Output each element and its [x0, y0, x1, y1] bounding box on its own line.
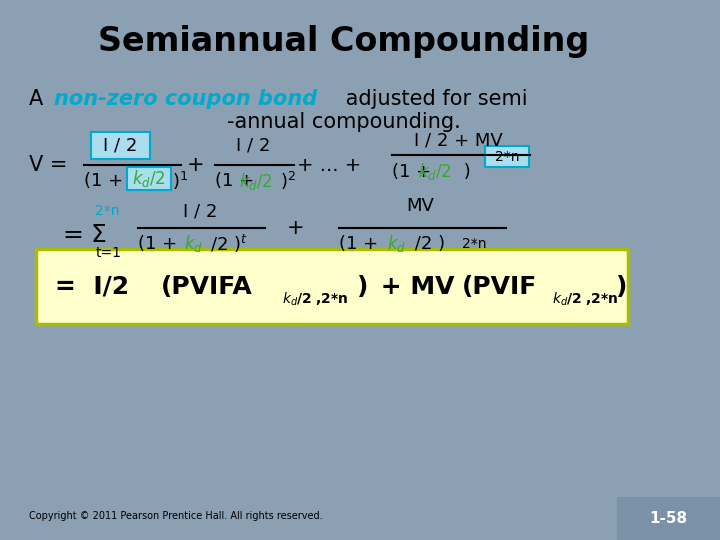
Text: 2*n: 2*n — [462, 237, 487, 251]
Text: 2*n: 2*n — [495, 150, 519, 164]
Text: (1 +: (1 + — [138, 235, 178, 253]
Text: (1 +: (1 + — [392, 163, 431, 180]
Text: ): ) — [459, 163, 471, 180]
Bar — [91, 132, 150, 159]
Text: -annual compounding.: -annual compounding. — [227, 112, 461, 132]
Bar — [36, 249, 629, 325]
Text: non-zero coupon bond: non-zero coupon bond — [55, 90, 318, 110]
Text: A: A — [29, 90, 50, 110]
Text: (1 +: (1 + — [84, 172, 123, 190]
Text: Copyright © 2011 Pearson Prentice Hall. All rights reserved.: Copyright © 2011 Pearson Prentice Hall. … — [29, 511, 323, 521]
Text: $k_d$/2: $k_d$/2 — [418, 161, 451, 182]
Text: (1 +: (1 + — [215, 172, 254, 190]
Text: adjusted for semi: adjusted for semi — [339, 90, 528, 110]
Text: (PVIF: (PVIF — [462, 275, 537, 299]
Text: I / 2: I / 2 — [184, 202, 217, 220]
Bar — [617, 497, 720, 540]
Text: $k_d$: $k_d$ — [387, 233, 406, 254]
Bar — [485, 146, 529, 167]
Text: +: + — [287, 218, 305, 238]
Text: V =: V = — [29, 156, 67, 176]
Text: ): ) — [616, 275, 627, 299]
Text: + MV: + MV — [372, 275, 455, 299]
Text: )$^1$: )$^1$ — [172, 170, 188, 192]
Text: (PVIFA: (PVIFA — [161, 275, 252, 299]
Text: +: + — [187, 156, 204, 176]
Text: (1 +: (1 + — [339, 235, 378, 253]
Text: $k_d$/2 ,2*n: $k_d$/2 ,2*n — [282, 291, 348, 308]
Text: $k_d$: $k_d$ — [184, 233, 203, 254]
Text: /2 ): /2 ) — [409, 235, 445, 253]
Text: )$^2$: )$^2$ — [280, 170, 296, 192]
Text: /2 )$^t$: /2 )$^t$ — [205, 233, 248, 255]
Text: $k_d$/2: $k_d$/2 — [132, 168, 166, 190]
Text: =  I/2: = I/2 — [55, 275, 130, 299]
Text: 2*n: 2*n — [96, 204, 120, 218]
Text: MV: MV — [406, 197, 434, 215]
Text: $k_d$/2 ,2*n: $k_d$/2 ,2*n — [552, 291, 618, 308]
Text: + ... +: + ... + — [297, 156, 361, 175]
Bar — [127, 167, 171, 191]
Text: I / 2 + MV: I / 2 + MV — [414, 131, 503, 149]
Text: ): ) — [357, 275, 369, 299]
Text: I / 2: I / 2 — [103, 137, 138, 154]
Text: Semiannual Compounding: Semiannual Compounding — [98, 25, 590, 58]
Text: $k_d$/2: $k_d$/2 — [239, 171, 273, 192]
Text: 1-58: 1-58 — [649, 511, 687, 526]
Text: t=1: t=1 — [96, 246, 122, 260]
Text: I / 2: I / 2 — [236, 137, 270, 154]
Text: = $\Sigma$: = $\Sigma$ — [62, 224, 107, 247]
